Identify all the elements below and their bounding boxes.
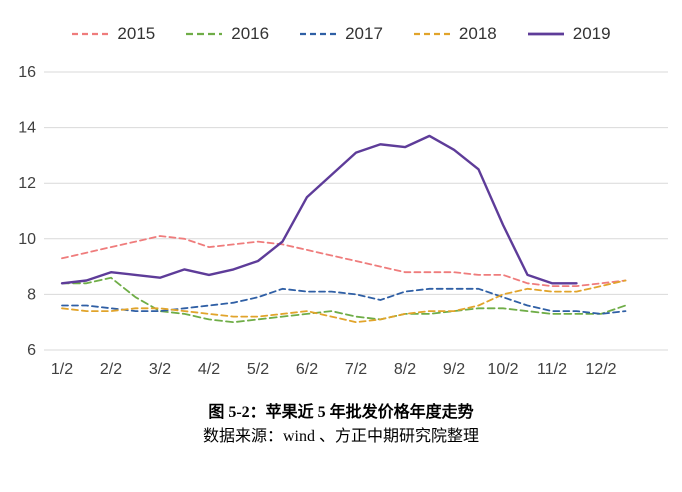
legend-swatch-2016: [186, 32, 223, 36]
legend-item-2018: 2018: [413, 24, 497, 44]
x-axis-tick-label: 10/2: [487, 361, 518, 378]
line-chart: 6 8 10 12 14 16 1/2 2/2 3/2 4/2 5/2 6/2 7/2 8/2 9/2 10/…: [18, 64, 668, 378]
y-axis-tick-label: 14: [18, 120, 36, 137]
legend-label-2019: 2019: [572, 24, 611, 43]
legend-swatch-2019: [527, 32, 564, 36]
legend-item-2016: 2016: [185, 24, 269, 44]
series-line-2017: [61, 287, 627, 315]
legend-swatch-2015: [72, 32, 109, 36]
legend-label-2015: 2015: [117, 24, 156, 43]
x-axis-tick-label: 1/2: [51, 361, 73, 378]
y-axis-tick-label: 16: [18, 64, 36, 81]
x-axis-tick-label: 9/2: [443, 361, 465, 378]
series-line-2015: [61, 235, 627, 288]
x-axis-tick-label: 11/2: [537, 361, 567, 378]
legend-item-2019: 2019: [527, 24, 611, 44]
y-axis-tick-label: 6: [27, 342, 36, 359]
legend-item-2017: 2017: [299, 24, 383, 44]
legend-label-2018: 2018: [458, 24, 497, 43]
series-line-2018: [61, 279, 627, 324]
series-line-2016: [61, 276, 627, 324]
figure-caption-title: 图 5-2：苹果近 5 年批发价格年度走势: [208, 404, 474, 421]
legend-item-2015: 2015: [71, 24, 155, 44]
x-axis-tick-label: 6/2: [296, 361, 318, 378]
chart-legend: 2015 2016 2017 2018 2019: [0, 0, 682, 50]
y-axis-tick-label: 12: [18, 175, 36, 192]
legend-swatch-2018: [413, 32, 450, 36]
y-axis-tick-label: 8: [27, 286, 36, 303]
legend-label-2016: 2016: [231, 24, 270, 43]
x-axis-tick-label: 4/2: [198, 361, 220, 378]
x-axis-tick-label: 3/2: [149, 361, 171, 378]
x-axis-tick-label: 2/2: [100, 361, 122, 378]
x-axis-tick-label: 5/2: [247, 361, 269, 378]
legend-swatch-2017: [300, 32, 337, 36]
figure-caption-source: 数据来源：wind 、方正中期研究院整理: [202, 428, 479, 445]
x-axis-tick-label: 8/2: [394, 361, 416, 378]
x-axis-tick-label: 7/2: [345, 361, 367, 378]
y-axis-tick-label: 10: [18, 231, 36, 248]
legend-label-2017: 2017: [345, 24, 383, 43]
x-axis-tick-label: 12/2: [585, 361, 616, 378]
series-line-2019: [60, 134, 578, 285]
figure-caption: 图 5-2：苹果近 5 年批发价格年度走势 数据来源：wind 、方正中期研究院…: [0, 401, 682, 449]
